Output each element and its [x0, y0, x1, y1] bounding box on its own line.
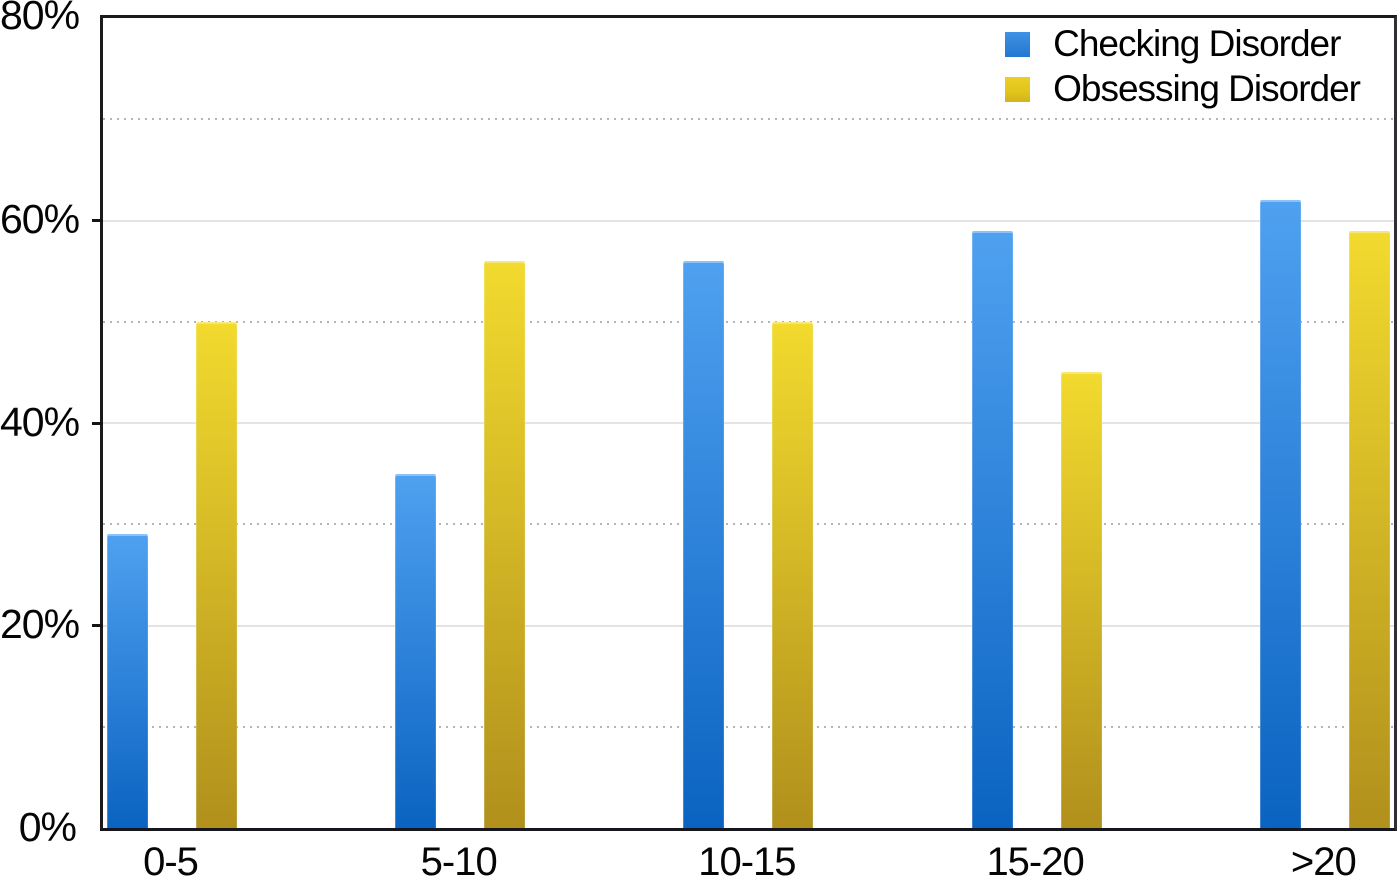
gridline-minor-50: [103, 320, 1394, 323]
gridline-major-20: [103, 624, 1394, 627]
x-axis-label-10-15: 10-15: [698, 840, 796, 884]
y-axis-label-20: 20%: [0, 601, 80, 647]
legend-item-obsessing-disorder: Obsessing Disorder: [1005, 67, 1361, 111]
y-axis-label-40: 40%: [0, 398, 80, 445]
y-axis-tick-60: [92, 219, 103, 222]
plot-area: [92, 15, 1397, 831]
bar-checking-disorder-15-20: [971, 230, 1013, 828]
bar-obsessing-disorder-0-5: [196, 321, 237, 828]
bar-checking-disorder-10-15: [683, 261, 725, 828]
y-axis-tick-20: [92, 624, 103, 627]
gridline-major-60: [103, 219, 1394, 222]
x-axis-label-20: >20: [1290, 840, 1357, 884]
legend-label-obsessing-disorder: Obsessing Disorder: [1053, 68, 1361, 109]
y-axis-label-0: 0%: [18, 803, 77, 850]
y-axis-label-60: 60%: [0, 196, 80, 242]
bar-obsessing-disorder-10-15: [772, 321, 814, 828]
x-axis-label-0-5: 0-5: [143, 840, 199, 884]
legend-swatch-checking-disorder-icon: [1005, 31, 1031, 57]
bar-obsessing-disorder-15-20: [1060, 372, 1102, 828]
x-axis-label-15-20: 15-20: [986, 840, 1084, 884]
gridline-minor-30: [103, 523, 1394, 526]
bar-obsessing-disorder-20: [1348, 230, 1390, 828]
gridline-minor-70: [103, 118, 1394, 121]
plot-inner: [92, 18, 1394, 828]
legend-swatch-obsessing-disorder-icon: [1005, 76, 1031, 102]
bar-checking-disorder-20: [1259, 200, 1301, 828]
gridline-major-40: [103, 422, 1394, 424]
bar-checking-disorder-5-10: [395, 473, 437, 828]
bar-checking-disorder-0-5: [107, 534, 148, 828]
y-axis-tick-40: [92, 421, 103, 425]
legend: Checking Disorder Obsessing Disorder: [1005, 22, 1361, 111]
legend-label-checking-disorder: Checking Disorder: [1053, 23, 1341, 64]
gridline-minor-10: [103, 725, 1394, 728]
legend-item-checking-disorder: Checking Disorder: [1005, 22, 1360, 66]
y-axis-label-80: 80%: [0, 0, 80, 38]
bar-obsessing-disorder-5-10: [484, 261, 526, 828]
x-axis-label-5-10: 5-10: [420, 840, 498, 884]
